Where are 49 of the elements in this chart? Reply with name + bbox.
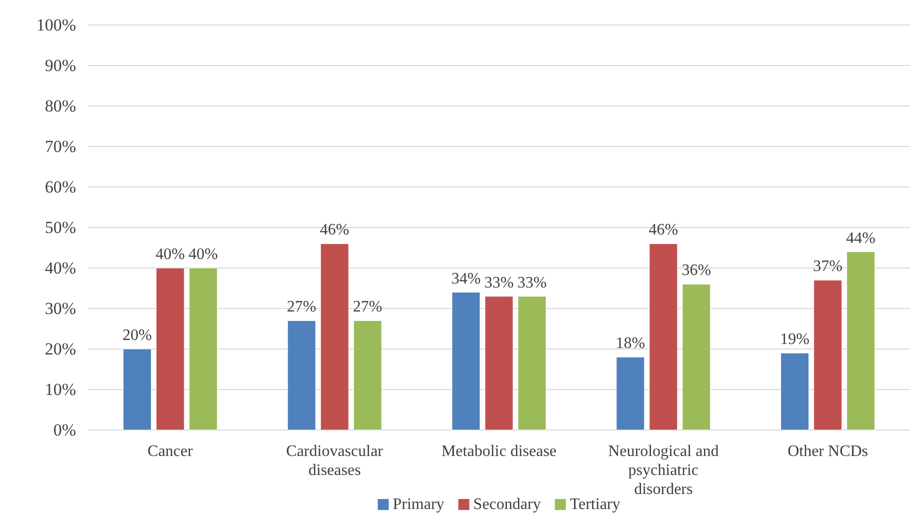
bar [320,243,349,430]
y-tick-label: 100% [36,15,76,34]
bar [122,348,152,430]
x-tick-label: Neurological and psychiatric disorders [608,443,719,498]
y-tick-label: 90% [44,56,76,75]
bar [452,292,480,430]
bar [682,284,711,430]
data-label: 37% [813,258,842,276]
y-tick-label: 10% [44,380,76,399]
data-label: 40% [156,246,185,263]
y-tick-label: 20% [44,339,76,358]
data-label: 44% [846,230,876,247]
y-tick-label: 80% [44,96,76,116]
data-label: 40% [188,246,218,263]
y-tick-label: 40% [44,258,76,278]
bar [649,243,678,430]
bar [484,296,514,430]
data-label: 19% [780,331,810,348]
data-label: 27% [352,298,382,316]
legend-label: Secondary [473,496,541,513]
x-tick-label: Cancer [148,443,194,460]
bar [353,320,382,430]
data-label: 27% [286,298,316,316]
legend-label: Primary [392,496,444,513]
data-label: 33% [517,274,547,292]
bar [846,252,876,430]
data-label: 34% [451,270,481,288]
y-tick-label: 50% [44,218,76,237]
x-tick-label: Cardiovascular diseases [286,443,384,479]
bar [287,320,316,430]
bar [814,280,842,430]
data-label: 46% [648,222,678,239]
bar [780,352,810,430]
bar [156,268,184,430]
bar [188,268,218,430]
bar [616,356,645,430]
y-tick-label: 30% [44,298,76,318]
y-tick-label: 60% [44,177,76,196]
x-tick-label: Other NCDs [788,443,868,460]
data-label: 18% [616,335,646,352]
y-tick-label: 0% [53,420,76,440]
data-label: 20% [122,327,152,344]
legend-label: Tertiary [570,496,620,513]
y-tick-label: 70% [44,136,76,156]
data-label: 36% [682,262,712,280]
x-tick-label: Metabolic disease [441,443,557,460]
bar [518,296,546,430]
data-label: 46% [320,222,350,239]
data-label: 33% [484,274,514,292]
